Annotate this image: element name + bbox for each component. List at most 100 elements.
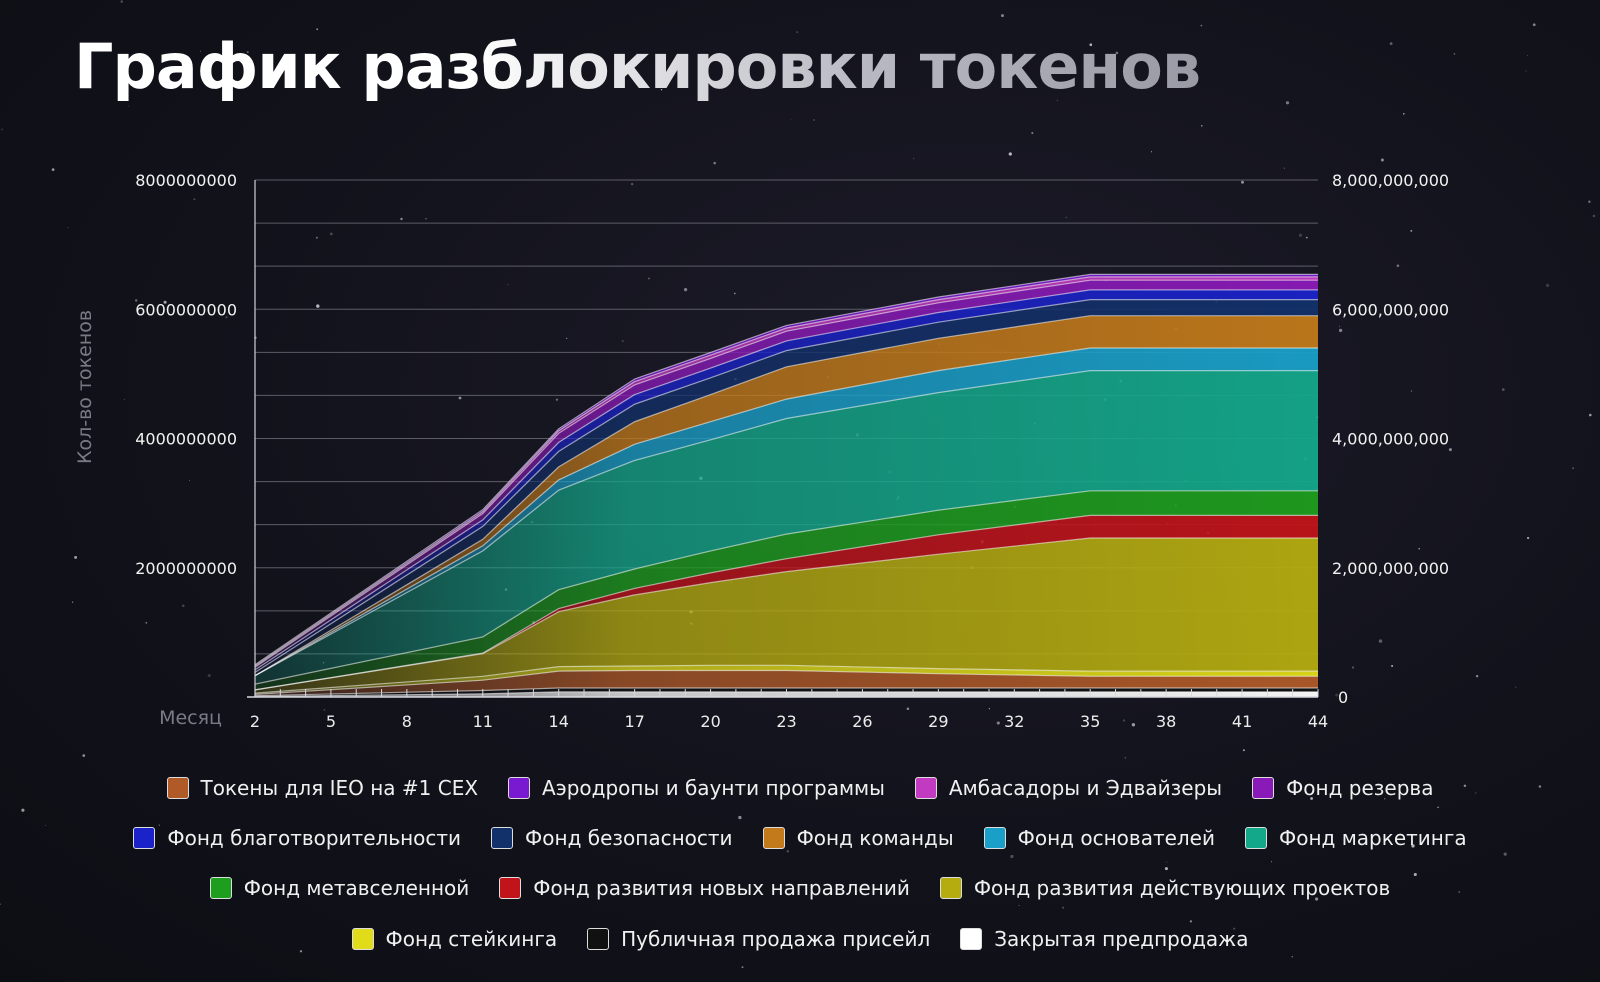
star-dot: [1351, 666, 1355, 669]
star-dot: [1122, 719, 1126, 722]
star-dot: [1403, 113, 1405, 115]
star-dot: [813, 119, 815, 121]
legend-row: Фонд благотворительности Фонд безопасност…: [0, 826, 1600, 850]
x-tick-label: 38: [1156, 712, 1176, 731]
star-dot: [1589, 413, 1592, 417]
star-dot: [1410, 230, 1413, 232]
star-dot: [1315, 897, 1319, 901]
legend-item[interactable]: Фонд команды: [762, 826, 954, 850]
star-dot: [738, 815, 742, 820]
area-boundary-2: [254, 687, 1318, 697]
star-dot: [246, 51, 249, 54]
star-dot: [1475, 674, 1479, 678]
star-dot: [1538, 785, 1542, 788]
star-dot: [163, 300, 167, 304]
star-dot: [571, 76, 574, 79]
star-dot: [1056, 99, 1058, 101]
legend-item[interactable]: Аэродропы и баунти программы: [508, 776, 885, 800]
area-boundary-8: [254, 370, 1318, 677]
star-dot: [1515, 686, 1517, 688]
star-dot: [0, 903, 1, 905]
star-dot: [1010, 854, 1014, 859]
star-dot: [747, 792, 751, 795]
star-dot: [790, 119, 792, 121]
area-boundary-10: [254, 315, 1318, 677]
x-tick-label: 11: [473, 712, 493, 731]
legend-label: Аэродропы и баунти программы: [542, 776, 885, 800]
legend-item[interactable]: Фонд безопасности: [491, 826, 733, 850]
star-dot: [120, 0, 123, 3]
legend-item[interactable]: Фонд основателей: [983, 826, 1215, 850]
legend-label: Фонд безопасности: [525, 826, 733, 850]
y-tick-label-right: 0: [1338, 688, 1348, 707]
x-axis-title: Месяц: [159, 707, 222, 729]
star-dot: [1310, 797, 1313, 800]
star-dot: [1592, 214, 1596, 218]
star-dot: [1131, 723, 1136, 727]
legend-item[interactable]: Токены для IEO на #1 CEX: [166, 776, 479, 800]
star-dot: [1065, 216, 1067, 219]
legend-item[interactable]: Фонд резерва: [1252, 776, 1433, 800]
legend-item[interactable]: Фонд маркетинга: [1244, 826, 1467, 850]
star-dot: [1545, 283, 1550, 288]
legend-label: Фонд маркетинга: [1278, 826, 1467, 850]
star-dot: [996, 721, 1000, 725]
area-series-7: [255, 490, 1318, 690]
star-dot: [734, 292, 736, 295]
legend-label: Фонд развития действующих проектов: [973, 876, 1391, 900]
legend-swatch: [133, 827, 156, 849]
star-dot: [1384, 798, 1386, 800]
star-dot: [1158, 881, 1159, 883]
star-dot: [929, 933, 932, 935]
x-tick-label: 20: [700, 712, 720, 731]
legend-swatch: [914, 777, 937, 799]
legend-item[interactable]: Публичная продажа присейл: [587, 927, 930, 951]
star-dot: [1115, 51, 1119, 55]
legend-label: Фонд стейкинга: [385, 927, 558, 951]
star-dot: [741, 966, 744, 969]
legend-item[interactable]: Фонд стейкинга: [351, 927, 558, 951]
star-dot: [1001, 14, 1004, 18]
area-boundary-9: [254, 347, 1318, 677]
legend-swatch: [209, 877, 232, 899]
star-dot: [1018, 905, 1020, 906]
star-dot: [82, 754, 86, 757]
legend-label: Фонд команды: [796, 826, 954, 850]
star-dot: [1, 128, 4, 131]
star-dot: [1525, 70, 1527, 72]
star-dot: [145, 621, 148, 624]
legend-item[interactable]: Фонд метавселенной: [209, 876, 470, 900]
star-dot: [1291, 956, 1293, 958]
legend-item[interactable]: Амбасадоры и Эдвайзеры: [914, 776, 1223, 800]
area-boundary-1: [254, 691, 1318, 697]
star-dot: [1285, 101, 1290, 105]
x-tick-label: 5: [326, 712, 336, 731]
star-dot: [1200, 124, 1203, 127]
legend-label: Фонд метавселенной: [243, 876, 470, 900]
star-dot: [1378, 639, 1383, 643]
legend-swatch: [499, 877, 522, 899]
star-dot: [1305, 236, 1308, 239]
star-dot: [1062, 906, 1065, 909]
star-dot: [299, 950, 303, 953]
area-boundary-11: [254, 299, 1318, 673]
legend-label: Токены для IEO на #1 CEX: [200, 776, 479, 800]
star-dot: [397, 840, 401, 844]
x-tick-label: 35: [1080, 712, 1100, 731]
page-title: График разблокировки токенов: [74, 30, 1201, 103]
legend-label: Амбасадоры и Эдвайзеры: [948, 776, 1223, 800]
star-dot: [507, 284, 509, 286]
legend-item[interactable]: Фонд благотворительности: [133, 826, 461, 850]
star-dot: [123, 398, 125, 401]
legend-item[interactable]: Закрытая предпродажа: [960, 927, 1248, 951]
star-dot: [1200, 24, 1203, 27]
legend-swatch: [1244, 827, 1267, 849]
y-axis-title: Кол-во токенов: [74, 310, 96, 464]
legend-item[interactable]: Фонд развития действующих проектов: [939, 876, 1391, 900]
star-dot: [1242, 749, 1245, 752]
legend-swatch: [166, 777, 189, 799]
legend-item[interactable]: Фонд развития новых направлений: [499, 876, 910, 900]
star-dot: [127, 105, 129, 107]
star-dot: [1089, 43, 1093, 47]
